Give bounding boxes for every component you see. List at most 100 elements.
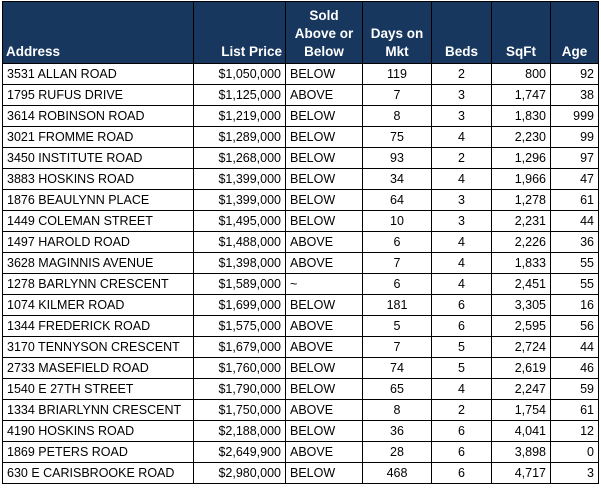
sold-above-below-cell: ABOVE	[285, 252, 363, 274]
beds-cell: 2	[431, 147, 492, 169]
days-on-market-cell: 28	[362, 441, 432, 463]
beds-cell: 6	[431, 315, 492, 337]
age-cell: 36	[550, 231, 599, 253]
age-cell: 44	[550, 336, 599, 358]
beds-cell: 5	[431, 357, 492, 379]
age-cell: 61	[550, 399, 599, 421]
table-row: 1334 BRIARLYNN CRESCENT $1,750,000 ABOVE 8 2…	[2, 399, 599, 421]
table-row: 1074 KILMER ROAD $1,699,000 BELOW 181 6 3,305…	[2, 294, 599, 316]
list-price-cell: $1,488,000	[193, 231, 286, 253]
list-price-cell: $1,398,000	[193, 252, 286, 274]
age-cell: 3	[550, 462, 599, 484]
sold-above-below-cell: BELOW	[285, 105, 363, 127]
sqft-cell: 1,747	[491, 84, 551, 106]
sqft-cell: 2,619	[491, 357, 551, 379]
table-row: 1344 FREDERICK ROAD $1,575,000 ABOVE 5 6 2,59…	[2, 315, 599, 337]
table-row: 2733 MASEFIELD ROAD $1,760,000 BELOW 74 5 2,6…	[2, 357, 599, 379]
beds-cell: 2	[431, 399, 492, 421]
address-cell: 1795 RUFUS DRIVE	[2, 84, 194, 106]
address-cell: 1074 KILMER ROAD	[2, 294, 194, 316]
sold-above-below-cell: BELOW	[285, 210, 363, 232]
list-price-cell: $1,790,000	[193, 378, 286, 400]
sqft-cell: 1,966	[491, 168, 551, 190]
days-on-market-cell: 8	[362, 399, 432, 421]
days-on-market-cell: 6	[362, 273, 432, 295]
table-row: 630 E CARISBROOKE ROAD $2,980,000 BELOW 468…	[2, 462, 599, 484]
address-cell: 1278 BARLYNN CRESCENT	[2, 273, 194, 295]
table-header: Address List Price Sold Above or Below Days…	[2, 1, 599, 64]
sqft-cell: 2,451	[491, 273, 551, 295]
age-cell: 38	[550, 84, 599, 106]
age-cell: 46	[550, 357, 599, 379]
table-row: 1876 BEAULYNN PLACE $1,399,000 BELOW 64 3 1,2…	[2, 189, 599, 211]
beds-cell: 5	[431, 336, 492, 358]
sold-above-below-cell: BELOW	[285, 189, 363, 211]
table-row: 1278 BARLYNN CRESCENT $1,589,000 ~6 4 2,451 5…	[2, 273, 599, 295]
list-price-cell: $1,399,000	[193, 189, 286, 211]
address-cell: 1540 E 27TH STREET	[2, 378, 194, 400]
list-price-cell: $2,980,000	[193, 462, 286, 484]
sold-above-below-cell: ABOVE	[285, 315, 363, 337]
age-cell: 0	[550, 441, 599, 463]
sold-above-below-cell: ~	[285, 273, 363, 295]
table-row: 3021 FROMME ROAD $1,289,000 BELOW 75 4 2,230 9…	[2, 126, 599, 148]
age-cell: 56	[550, 315, 599, 337]
list-price-cell: $1,268,000	[193, 147, 286, 169]
sold-above-below-cell: ABOVE	[285, 336, 363, 358]
address-cell: 4190 HOSKINS ROAD	[2, 420, 194, 442]
beds-cell: 6	[431, 294, 492, 316]
address-cell: 3531 ALLAN ROAD	[2, 63, 194, 85]
table-row: 3170 TENNYSON CRESCENT $1,679,000 ABOVE 7 5 2…	[2, 336, 599, 358]
table-body: 3531 ALLAN ROAD $1,050,000 BELOW 119 2 800 92 1…	[2, 63, 599, 484]
column-header: Days on Mkt	[362, 1, 432, 64]
address-cell: 1497 HAROLD ROAD	[2, 231, 194, 253]
address-cell: 630 E CARISBROOKE ROAD	[2, 462, 194, 484]
column-header: SqFt	[491, 1, 551, 64]
sqft-cell: 2,226	[491, 231, 551, 253]
sqft-cell: 1,833	[491, 252, 551, 274]
beds-cell: 4	[431, 252, 492, 274]
table-row: 3531 ALLAN ROAD $1,050,000 BELOW 119 2 800 92	[2, 63, 599, 85]
sold-above-below-cell: BELOW	[285, 357, 363, 379]
beds-cell: 4	[431, 378, 492, 400]
address-cell: 3021 FROMME ROAD	[2, 126, 194, 148]
sqft-cell: 800	[491, 63, 551, 85]
sold-above-below-cell: BELOW	[285, 126, 363, 148]
days-on-market-cell: 181	[362, 294, 432, 316]
address-cell: 2733 MASEFIELD ROAD	[2, 357, 194, 379]
age-cell: 47	[550, 168, 599, 190]
address-cell: 3628 MAGINNIS AVENUE	[2, 252, 194, 274]
column-header: Beds	[431, 1, 492, 64]
beds-cell: 4	[431, 231, 492, 253]
address-cell: 1334 BRIARLYNN CRESCENT	[2, 399, 194, 421]
list-price-cell: $1,050,000	[193, 63, 286, 85]
age-cell: 92	[550, 63, 599, 85]
age-cell: 16	[550, 294, 599, 316]
age-cell: 61	[550, 189, 599, 211]
list-price-cell: $1,679,000	[193, 336, 286, 358]
sold-above-below-cell: BELOW	[285, 420, 363, 442]
beds-cell: 4	[431, 168, 492, 190]
days-on-market-cell: 7	[362, 84, 432, 106]
days-on-market-cell: 7	[362, 252, 432, 274]
list-price-cell: $2,649,900	[193, 441, 286, 463]
days-on-market-cell: 119	[362, 63, 432, 85]
beds-cell: 3	[431, 189, 492, 211]
header-row: Address List Price Sold Above or Below Days…	[2, 1, 599, 64]
sold-above-below-cell: BELOW	[285, 63, 363, 85]
sold-above-below-cell: ABOVE	[285, 84, 363, 106]
age-cell: 999	[550, 105, 599, 127]
sqft-cell: 2,724	[491, 336, 551, 358]
list-price-cell: $1,750,000	[193, 399, 286, 421]
address-cell: 3614 ROBINSON ROAD	[2, 105, 194, 127]
address-cell: 3170 TENNYSON CRESCENT	[2, 336, 194, 358]
table-row: 3614 ROBINSON ROAD $1,219,000 BELOW 8 3 1,830…	[2, 105, 599, 127]
address-cell: 3883 HOSKINS ROAD	[2, 168, 194, 190]
sold-above-below-cell: BELOW	[285, 168, 363, 190]
days-on-market-cell: 34	[362, 168, 432, 190]
address-cell: 1869 PETERS ROAD	[2, 441, 194, 463]
sold-above-below-cell: BELOW	[285, 147, 363, 169]
age-cell: 44	[550, 210, 599, 232]
